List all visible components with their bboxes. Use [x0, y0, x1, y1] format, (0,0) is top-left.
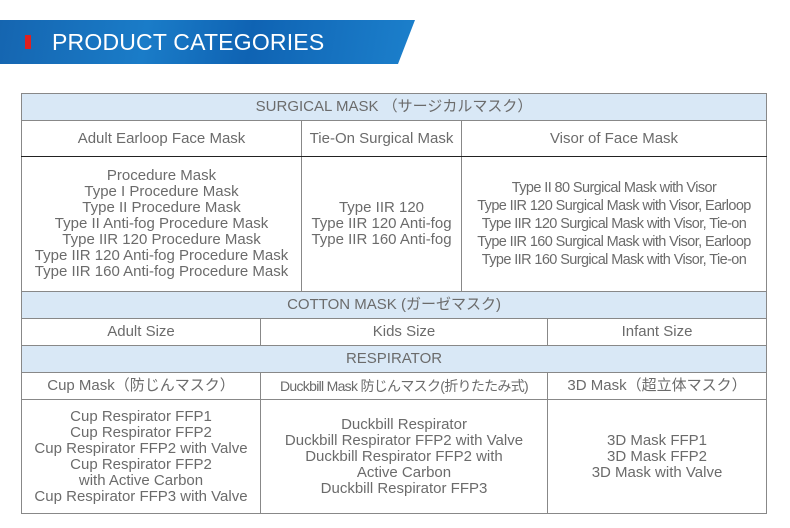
- earloop-list: Procedure Mask Type I Procedure Mask Typ…: [21, 156, 302, 292]
- list-item: Active Carbon: [356, 463, 452, 481]
- cotton-respirator-table: COTTON MASK (ガーゼマスク) Adult Size Kids Siz…: [20, 291, 768, 514]
- section-banner: [0, 20, 415, 64]
- accent-marker: [25, 35, 31, 49]
- list-item: Type IIR 120 Surgical Mask with Visor, E…: [477, 198, 751, 214]
- cup-list: Cup Respirator FFP1 Cup Respirator FFP2 …: [21, 399, 261, 514]
- list-item: with Active Carbon: [78, 471, 204, 489]
- section-title: PRODUCT CATEGORIES: [52, 29, 325, 55]
- tie-on-list: Type IIR 120 Type IIR 120 Anti-fog Type …: [301, 156, 462, 292]
- list-item: Duckbill Respirator: [341, 415, 467, 433]
- col-3d-mask: 3D Mask（超立体マスク）: [546, 372, 768, 400]
- list-item: Type II 80 Surgical Mask with Visor: [511, 180, 717, 196]
- list-item: 3D Mask with Valve: [591, 463, 723, 481]
- list-item: Type IIR 120 Anti-fog Procedure Mask: [34, 247, 289, 264]
- list-item: Cup Respirator FFP2 with Valve: [34, 439, 248, 457]
- list-item: Duckbill Respirator FFP3: [320, 479, 488, 497]
- list-item: Type II Procedure Mask: [82, 199, 241, 216]
- list-item: 3D Mask FFP1: [606, 431, 708, 449]
- cotton-infant: Infant Size: [546, 318, 768, 346]
- visor-list: Type II 80 Surgical Mask with Visor Type…: [461, 156, 767, 292]
- cotton-header: COTTON MASK (ガーゼマスク): [20, 291, 768, 319]
- surgical-mask-table: SURGICAL MASK （サージカルマスク） Adult Earloop F…: [21, 93, 767, 292]
- list-item: Type IIR 160 Surgical Mask with Visor, E…: [477, 234, 751, 250]
- cotton-adult: Adult Size: [21, 318, 261, 346]
- list-item: 3D Mask FFP2: [606, 447, 708, 465]
- list-item: Cup Respirator FFP3 with Valve: [34, 487, 248, 505]
- list-item: Type IIR 160 Anti-fog: [311, 231, 452, 248]
- list-item: Type IIR 120: [338, 199, 425, 216]
- list-item: Cup Respirator FFP1: [70, 407, 212, 425]
- list-item: Type IIR 120 Procedure Mask: [62, 231, 261, 248]
- 3d-list: 3D Mask FFP1 3D Mask FFP2 3D Mask with V…: [546, 399, 768, 514]
- cotton-kids: Kids Size: [260, 318, 548, 346]
- list-item: Type IIR 120 Anti-fog: [311, 215, 452, 232]
- list-item: Type IIR 120 Surgical Mask with Visor, T…: [481, 216, 747, 232]
- list-item: Type IIR 160 Anti-fog Procedure Mask: [34, 263, 289, 280]
- list-item: Cup Respirator FFP2: [70, 455, 212, 473]
- list-item: Procedure Mask: [106, 167, 217, 184]
- respirator-header: RESPIRATOR: [20, 345, 768, 373]
- col-adult-earloop: Adult Earloop Face Mask: [21, 120, 302, 157]
- list-item: Cup Respirator FFP2: [70, 423, 212, 441]
- list-item: Type II Anti-fog Procedure Mask: [54, 215, 269, 232]
- list-item: Duckbill Respirator FFP2 with Valve: [284, 431, 524, 449]
- col-tie-on: Tie-On Surgical Mask: [301, 120, 462, 157]
- duckbill-list: Duckbill Respirator Duckbill Respirator …: [260, 399, 548, 514]
- list-item: Duckbill Respirator FFP2 with: [305, 447, 503, 465]
- list-item: Type I Procedure Mask: [84, 183, 239, 200]
- col-duckbill-mask: Duckbill Mask 防じんマスク(折りたたみ式): [260, 372, 548, 400]
- col-visor: Visor of Face Mask: [461, 120, 767, 157]
- list-item: Type IIR 160 Surgical Mask with Visor, T…: [481, 252, 747, 268]
- surgical-header: SURGICAL MASK （サージカルマスク）: [21, 93, 767, 121]
- col-cup-mask: Cup Mask（防じんマスク）: [21, 372, 261, 400]
